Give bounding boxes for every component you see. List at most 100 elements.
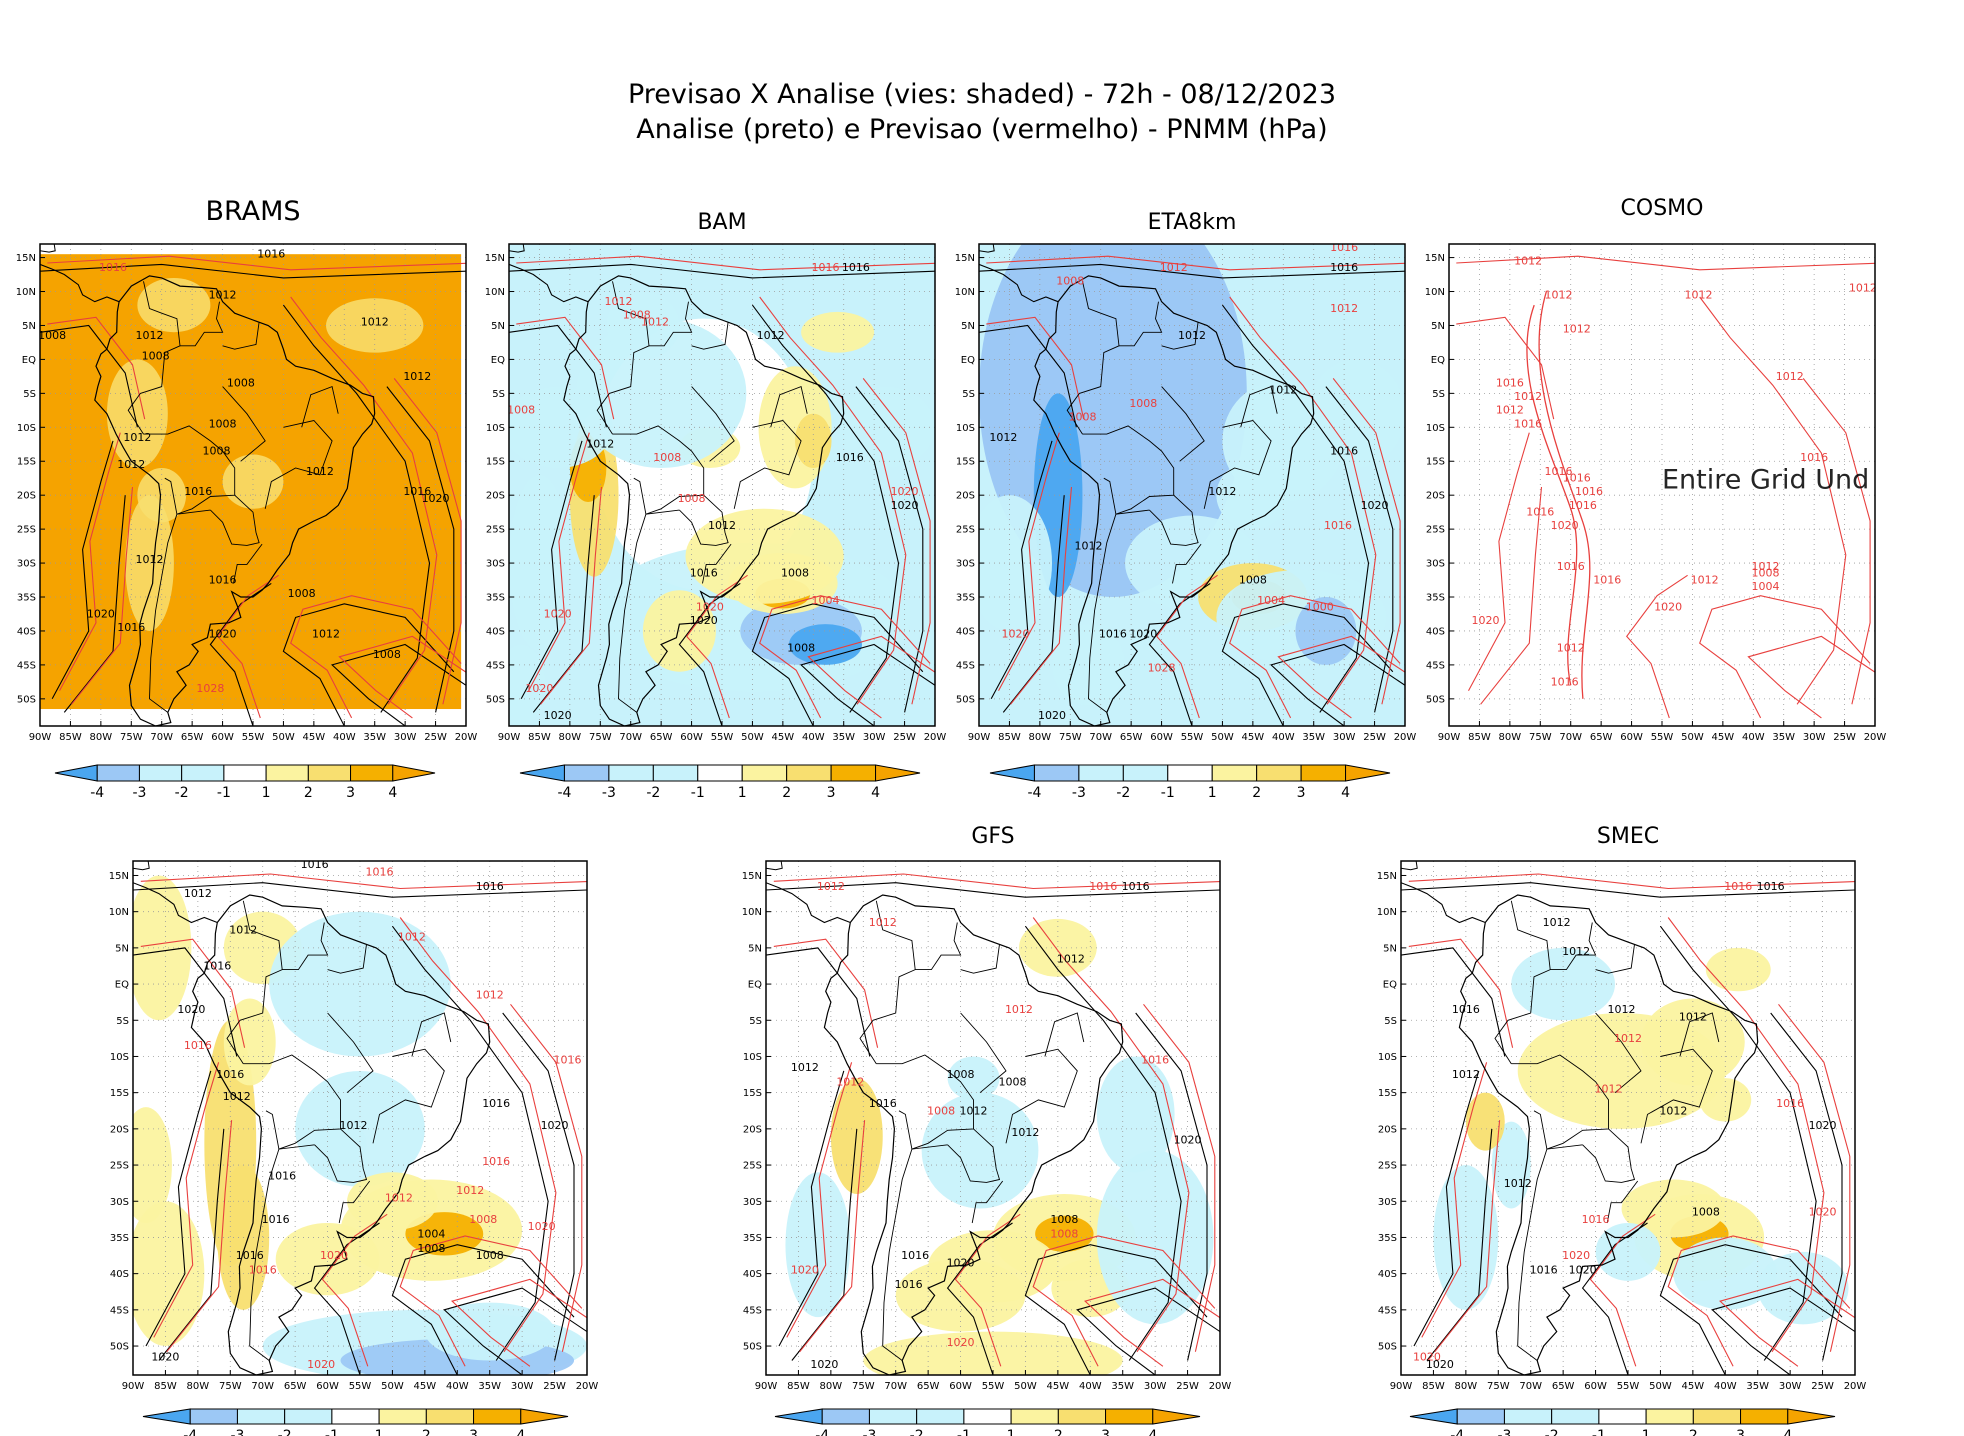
isobar-label: 1004	[1751, 580, 1779, 593]
isobar-label: 1012	[1562, 945, 1590, 958]
x-tick-label: 55W	[349, 1381, 372, 1392]
bias-blob	[405, 1212, 484, 1256]
grid-undefined-annotation: Entire Grid Und	[1662, 464, 1869, 495]
x-tick-label: 80W	[1455, 1381, 1478, 1392]
isobar-label: 1012	[1679, 1010, 1707, 1023]
bias-blob	[1035, 1215, 1094, 1252]
country-border	[1088, 509, 1150, 713]
colorbar-cell	[830, 764, 877, 782]
isobar-label: 1012	[1514, 254, 1542, 267]
colorbar-tick-label: -1	[1592, 1428, 1606, 1436]
x-tick-label: 60W	[680, 732, 703, 743]
x-tick-label: 20W	[1844, 1381, 1867, 1392]
x-tick-label: 55W	[1617, 1381, 1640, 1392]
isobar-label: 1020	[541, 1119, 569, 1132]
panel-title-brams: BRAMS	[205, 196, 300, 227]
colorbar-tick-label: 4	[1783, 1428, 1792, 1436]
x-tick-label: 90W	[755, 1381, 778, 1392]
x-tick-label: 20W	[1864, 732, 1887, 743]
analysis-isobar	[979, 263, 1405, 279]
colorbar-end-right	[1152, 1408, 1201, 1425]
forecast-isobar	[47, 316, 146, 420]
x-tick-label: 40W	[446, 1381, 469, 1392]
bias-blob	[1307, 359, 1405, 469]
bias-blob	[895, 1259, 1026, 1332]
colorbar-cell	[1300, 764, 1347, 782]
y-tick-label: 25S	[1378, 1161, 1397, 1172]
coastline-south-america	[823, 894, 1124, 1375]
isobar-label: 1008	[38, 329, 66, 342]
y-tick-label: 5N	[748, 943, 762, 954]
colorbar-tick-label: -3	[230, 1428, 244, 1436]
x-tick-label: 30W	[1333, 732, 1356, 743]
bias-blob	[947, 1056, 1000, 1100]
isobar-label: 1020	[1809, 1206, 1837, 1219]
colorbar-gfs: -4 -3 -2 -1 1 2 3 4	[774, 1408, 1201, 1436]
colorbar-end-left	[774, 1408, 823, 1425]
isobar-label: 1016	[1526, 506, 1554, 519]
isobar-label: 1012	[385, 1191, 413, 1204]
isobar-label: 1008	[288, 587, 316, 600]
y-tick-label: 10N	[1377, 907, 1397, 918]
isobar-label: 1012	[1057, 952, 1085, 965]
country-border	[222, 386, 266, 462]
bias-blob	[133, 1107, 172, 1223]
x-tick-label: 35W	[1302, 732, 1325, 743]
isobar-label: 1008	[927, 1104, 955, 1117]
analysis-isobar	[778, 1070, 845, 1347]
isobar-label: 1012	[1496, 404, 1524, 417]
isobar-label: 1012	[1595, 1083, 1623, 1096]
x-tick-label: 90W	[968, 732, 991, 743]
forecast-isobar	[399, 1235, 583, 1367]
isobar-label: 1008	[202, 444, 230, 457]
colorbar-tick-label: -1	[1161, 785, 1175, 801]
country-border	[1494, 900, 1551, 1064]
colorbar-tick-label: 1	[1642, 1428, 1651, 1436]
panel-title-bam: BAM	[697, 210, 746, 235]
x-tick-label: 90W	[1390, 1381, 1413, 1392]
x-tick-label: 25W	[1833, 732, 1856, 743]
isobar-label: 1012	[1330, 302, 1358, 315]
isobar-label: 1028	[196, 682, 224, 695]
forecast-isobar	[338, 635, 466, 719]
forecast-isobar	[1589, 1213, 1656, 1367]
analysis-isobar	[1711, 1287, 1855, 1375]
isobar-label: 1016	[117, 621, 145, 634]
country-border	[226, 900, 283, 1064]
country-border	[210, 494, 260, 546]
isobar-label: 1008	[476, 1249, 504, 1262]
isobar-label: 1020	[1174, 1133, 1202, 1146]
colorbar-tick-label: -2	[1545, 1428, 1559, 1436]
y-tick-label: 10N	[955, 287, 975, 298]
x-tick-label: 50W	[741, 732, 764, 743]
isobar-label: 1016	[268, 1170, 296, 1183]
analysis-isobar	[502, 1012, 575, 1361]
country-border	[264, 420, 333, 509]
x-tick-label: 30W	[1803, 732, 1826, 743]
country-border	[1550, 922, 1597, 971]
isobar-label: 1016	[1569, 499, 1597, 512]
country-border	[338, 1180, 371, 1224]
colorbar-tick-label: 3	[346, 785, 355, 801]
bias-blob	[137, 468, 187, 523]
x-tick-label: 85W	[59, 732, 82, 743]
colorbar-cell	[1010, 1408, 1059, 1425]
isobar-label: 1016	[554, 1054, 582, 1067]
isobar-label: 1016	[1530, 1264, 1558, 1277]
x-tick-label: 85W	[154, 1381, 177, 1392]
isobar-label: 1020	[947, 1336, 975, 1349]
bias-blob	[1096, 1150, 1214, 1325]
bias-blob	[1465, 1092, 1505, 1151]
coastline-central-america	[979, 263, 1059, 303]
colorbar-tick-label: 2	[782, 785, 791, 801]
forecast-isobar	[393, 378, 462, 705]
analysis-isobar	[791, 1128, 858, 1361]
isobar-label: 1012	[869, 916, 897, 929]
colorbar-bam: -4 -3 -2 -1 1 2 3 4	[519, 764, 921, 801]
country-border	[1082, 425, 1175, 515]
forecast-isobar	[799, 1120, 866, 1353]
country-border	[596, 281, 650, 435]
y-tick-label: EQ	[1383, 980, 1397, 991]
colorbar-cell	[1057, 1408, 1107, 1425]
country-border	[327, 944, 367, 974]
